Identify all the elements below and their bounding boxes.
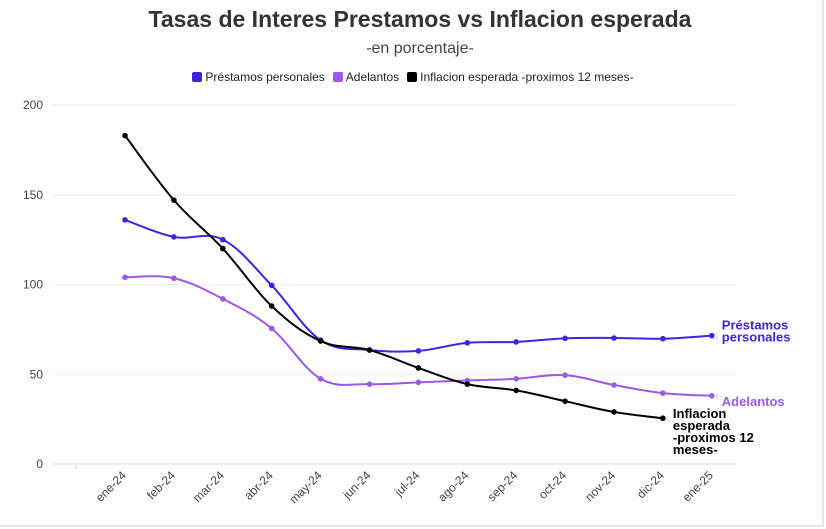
data-point[interactable]: [366, 381, 373, 387]
series-line: [124, 275, 712, 397]
data-point[interactable]: [513, 339, 519, 345]
x-tick-label: may-24: [287, 468, 325, 506]
x-tick-label: mar-24: [190, 468, 227, 505]
legend-label: Préstamos personales: [205, 70, 325, 84]
data-point[interactable]: [268, 325, 275, 332]
chart-subtitle: -en porcentaje-: [366, 40, 474, 57]
legend-label: Adelantos: [345, 70, 400, 84]
x-tick-label: jun-24: [339, 468, 373, 502]
legend-swatch: [332, 72, 343, 82]
data-point[interactable]: [562, 372, 568, 378]
legend-swatch: [407, 72, 418, 82]
grid: [52, 104, 736, 465]
data-point[interactable]: [660, 415, 666, 422]
data-point[interactable]: [415, 365, 422, 371]
data-point[interactable]: [220, 236, 226, 243]
data-point[interactable]: [220, 245, 226, 252]
data-point[interactable]: [611, 382, 617, 388]
x-tick-label: dic-24: [634, 468, 667, 501]
data-point[interactable]: [122, 217, 128, 223]
data-point[interactable]: [268, 282, 275, 289]
x-tick-label: ago-24: [435, 468, 472, 505]
data-point[interactable]: [171, 275, 177, 282]
data-point[interactable]: [660, 390, 666, 396]
x-tick-label: jul-24: [391, 468, 423, 500]
legend-swatch: [192, 72, 203, 82]
x-tick-label: abr-24: [241, 468, 276, 503]
x-tick-label: ene-24: [93, 468, 130, 505]
data-point[interactable]: [171, 234, 177, 240]
x-tick-label: sep-24: [484, 468, 520, 504]
series-2: [122, 132, 666, 422]
legend-item[interactable]: Adelantos: [332, 70, 400, 84]
data-point[interactable]: [513, 387, 519, 394]
data-point[interactable]: [709, 332, 715, 339]
axes: 0 50 100 150 200 ene-24 feb-24 mar-24 abr-24 may-…: [23, 98, 716, 506]
data-point[interactable]: [709, 392, 715, 399]
data-point[interactable]: [122, 132, 128, 139]
chart-title: Tasas de Interes Prestamos vs Inflacion …: [148, 6, 692, 32]
y-tick-label: 0: [36, 457, 43, 471]
data-point[interactable]: [464, 340, 471, 346]
series-0: [122, 217, 715, 354]
series: [122, 132, 715, 422]
data-point[interactable]: [317, 338, 324, 344]
data-point[interactable]: [220, 296, 226, 302]
data-point[interactable]: [464, 381, 471, 387]
series-end-label: meses-: [673, 442, 718, 457]
data-point[interactable]: [562, 335, 568, 342]
series-end-label: Adelantos: [722, 394, 785, 409]
series-end-label: personales: [722, 330, 791, 345]
data-point[interactable]: [366, 347, 373, 353]
series-1: [122, 274, 715, 399]
data-point[interactable]: [513, 375, 519, 382]
data-point[interactable]: [611, 409, 617, 415]
data-point[interactable]: [317, 375, 324, 382]
x-tick-label: ene-25: [680, 468, 717, 505]
x-tick-label: feb-24: [144, 468, 178, 502]
x-tick-label: nov-24: [582, 468, 618, 504]
data-point[interactable]: [562, 398, 568, 404]
data-point[interactable]: [660, 335, 666, 342]
legend-item[interactable]: Préstamos personales: [192, 70, 325, 84]
data-point[interactable]: [171, 197, 177, 203]
series-line: [124, 134, 664, 420]
data-point[interactable]: [122, 274, 128, 281]
y-tick-label: 100: [23, 278, 43, 292]
data-point[interactable]: [268, 303, 275, 309]
y-tick-label: 50: [30, 367, 44, 381]
series-end-label: Préstamos: [722, 318, 788, 333]
legend-item[interactable]: Inflacion esperada -proximos 12 meses-: [407, 70, 634, 84]
x-tick-label: oct-24: [536, 468, 570, 502]
series-end-label: esperada: [673, 418, 731, 433]
series-end-label: Inflacion: [673, 406, 727, 421]
data-point[interactable]: [611, 335, 617, 341]
data-point[interactable]: [415, 379, 422, 386]
legend: Préstamos personales Adelantos Inflacion e…: [0, 70, 826, 84]
y-tick-label: 200: [23, 98, 43, 112]
y-tick-label: 150: [23, 188, 43, 202]
data-point[interactable]: [415, 348, 422, 354]
legend-label: Inflacion esperada -proximos 12 meses-: [420, 70, 634, 84]
series-end-label: -proximos 12: [673, 430, 754, 445]
